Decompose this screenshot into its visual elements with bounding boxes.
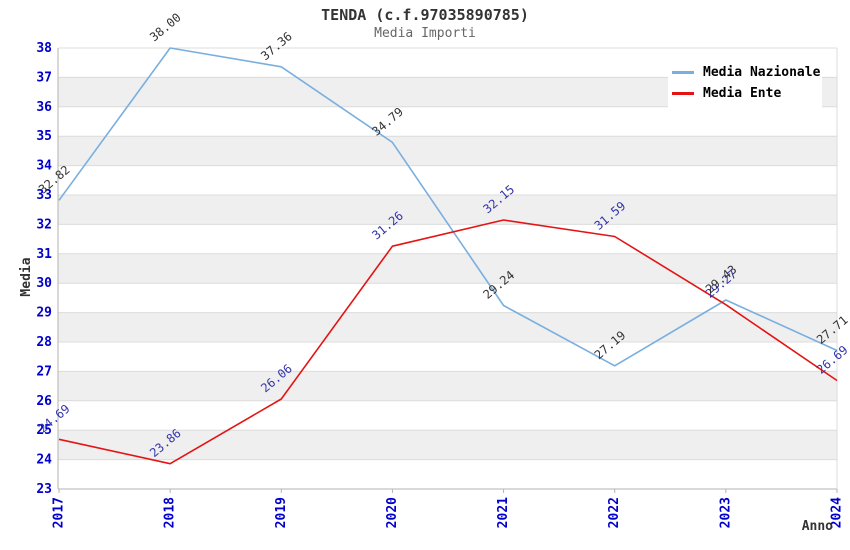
- y-tick-label: 36: [36, 100, 52, 115]
- legend-item-media-ente: Media Ente: [672, 83, 818, 104]
- chart-title: TENDA (c.f.97035890785): [321, 6, 529, 24]
- y-tick-label: 32: [36, 217, 52, 232]
- series-line-media-ente: [58, 219, 838, 465]
- shaded-band: [58, 312, 837, 342]
- x-tick-label: 2024: [830, 497, 845, 528]
- y-tick-label: 23: [36, 482, 52, 497]
- y-tick-label: 33: [36, 188, 52, 203]
- x-tick-label: 2017: [52, 497, 67, 528]
- y-axis-tick-labels: 23 24 25 26 27 28 29 30 31 32 33 34 35 36 37 38: [36, 41, 52, 497]
- legend-item-media-nazionale: Media Nazionale: [672, 62, 821, 83]
- y-tick-label: 38: [36, 41, 52, 56]
- data-label: 38.00: [147, 10, 184, 44]
- shaded-band: [58, 136, 837, 166]
- x-tick-label: 2018: [163, 497, 178, 528]
- y-tick-label: 30: [36, 276, 52, 291]
- y-tick-label: 34: [36, 159, 52, 174]
- y-tick-label: 31: [36, 247, 52, 262]
- axis-spines: [57, 48, 838, 490]
- x-tick-label: 2019: [274, 497, 289, 528]
- data-label: 34.79: [369, 105, 406, 139]
- x-axis-title: Anno: [802, 519, 833, 534]
- chart-subtitle: Media Importi: [374, 26, 476, 41]
- x-tick-label: 2023: [718, 497, 733, 528]
- x-tick-label: 2020: [385, 497, 400, 528]
- legend-line-swatch-red: [672, 92, 694, 95]
- shaded-band: [58, 430, 837, 460]
- data-label: 37.36: [258, 29, 295, 63]
- shaded-band: [58, 195, 837, 225]
- chart-legend: Media Nazionale Media Ente: [668, 56, 822, 110]
- y-tick-label: 29: [36, 306, 52, 321]
- y-tick-label: 24: [36, 453, 52, 468]
- x-axis-tick-labels: 2017 2018 2019 2020 2021 2022 2023 2024: [52, 489, 845, 528]
- gridlines: [58, 47, 837, 461]
- background-bands: [58, 77, 837, 460]
- legend-label: Media Nazionale: [703, 65, 821, 80]
- y-tick-label: 37: [36, 70, 52, 85]
- x-tick-label: 2021: [496, 497, 511, 528]
- series-line-media-nazionale: [58, 47, 838, 367]
- y-tick-label: 28: [36, 335, 52, 350]
- shaded-band: [58, 371, 837, 401]
- legend-line-swatch-blue: [672, 71, 694, 74]
- x-tick-label: 2022: [607, 497, 622, 528]
- series-lines: [58, 47, 838, 465]
- y-axis-title: Media: [19, 257, 34, 296]
- y-tick-label: 35: [36, 129, 52, 144]
- y-tick-label: 26: [36, 394, 52, 409]
- shaded-band: [58, 253, 837, 284]
- y-tick-label: 25: [36, 423, 52, 438]
- y-tick-label: 27: [36, 364, 52, 379]
- legend-label: Media Ente: [703, 86, 782, 101]
